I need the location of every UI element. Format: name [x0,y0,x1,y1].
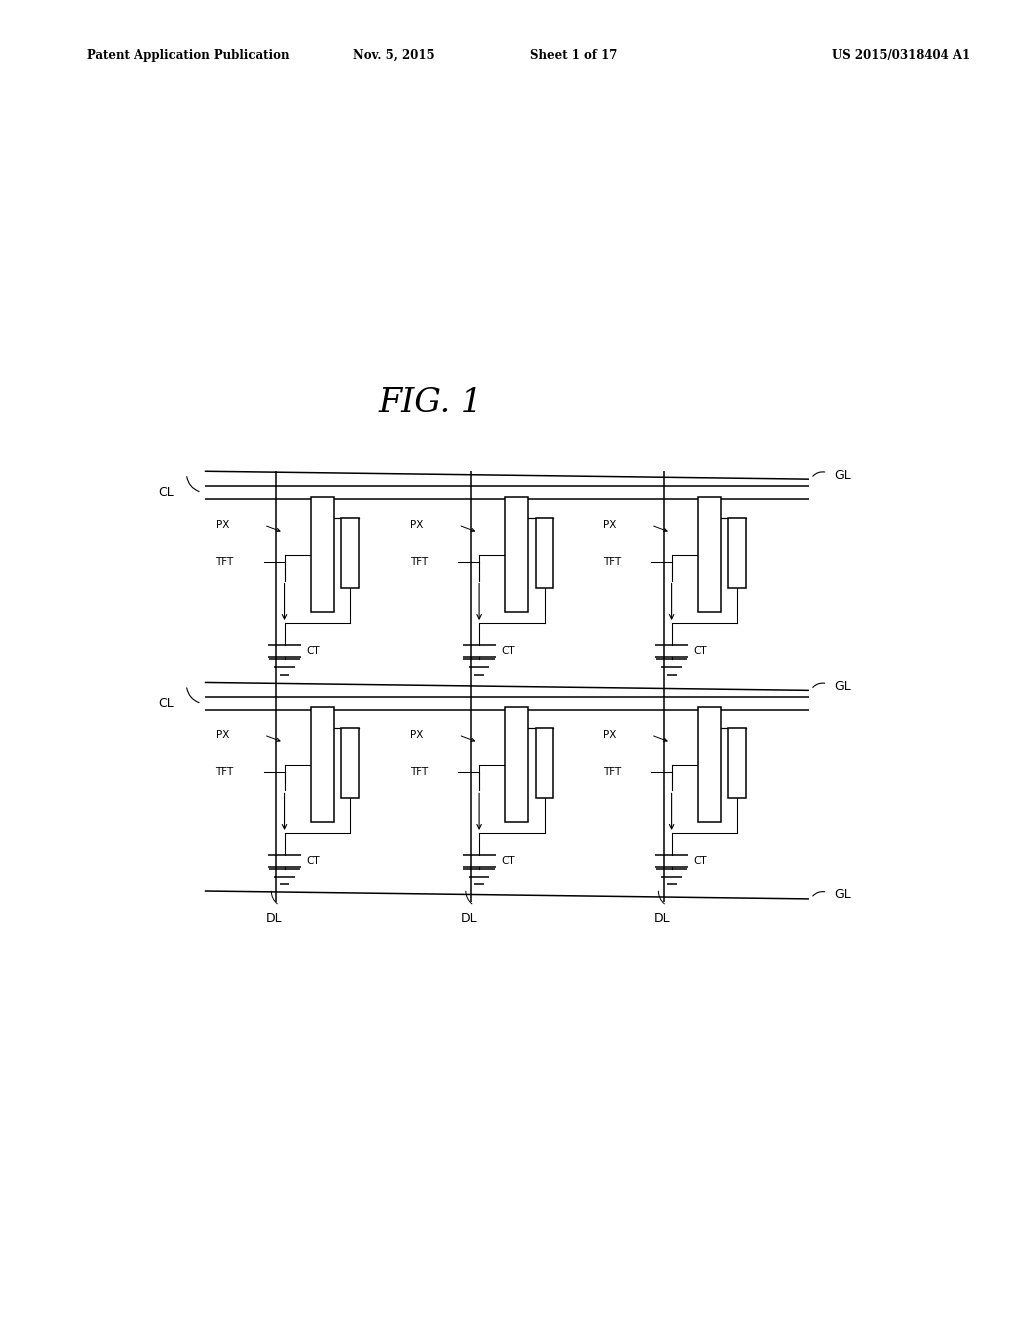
Text: US 2015/0318404 A1: US 2015/0318404 A1 [833,49,970,62]
Text: TFT: TFT [410,767,428,777]
Text: DL: DL [653,912,670,925]
Bar [310,498,334,612]
Text: PX: PX [602,730,616,741]
Text: GL: GL [835,888,851,902]
Bar [341,727,359,797]
Text: TFT: TFT [216,767,233,777]
Bar [728,727,745,797]
Text: PX: PX [602,520,616,531]
Text: TFT: TFT [216,557,233,568]
Text: Nov. 5, 2015: Nov. 5, 2015 [353,49,435,62]
Text: CL: CL [159,697,174,710]
Text: TFT: TFT [410,557,428,568]
Text: CT: CT [306,647,321,656]
Text: PX: PX [410,730,424,741]
Bar [728,517,745,587]
Bar [310,708,334,822]
Text: Sheet 1 of 17: Sheet 1 of 17 [529,49,617,62]
Text: CT: CT [501,647,515,656]
Bar [505,498,528,612]
Text: CL: CL [159,486,174,499]
Text: GL: GL [835,680,851,693]
Text: PX: PX [216,520,229,531]
Bar [697,498,721,612]
Text: GL: GL [835,469,851,482]
Text: TFT: TFT [602,557,621,568]
Text: Patent Application Publication: Patent Application Publication [87,49,290,62]
Text: CT: CT [693,857,708,866]
Bar [341,517,359,587]
Bar [536,727,553,797]
Text: TFT: TFT [602,767,621,777]
Text: DL: DL [461,912,477,925]
Text: CT: CT [306,857,321,866]
Text: DL: DL [266,912,283,925]
Text: PX: PX [410,520,424,531]
Bar [505,708,528,822]
Text: CT: CT [501,857,515,866]
Text: PX: PX [216,730,229,741]
Bar [536,517,553,587]
Text: CT: CT [693,647,708,656]
Bar [697,708,721,822]
Text: FIG. 1: FIG. 1 [378,387,482,418]
